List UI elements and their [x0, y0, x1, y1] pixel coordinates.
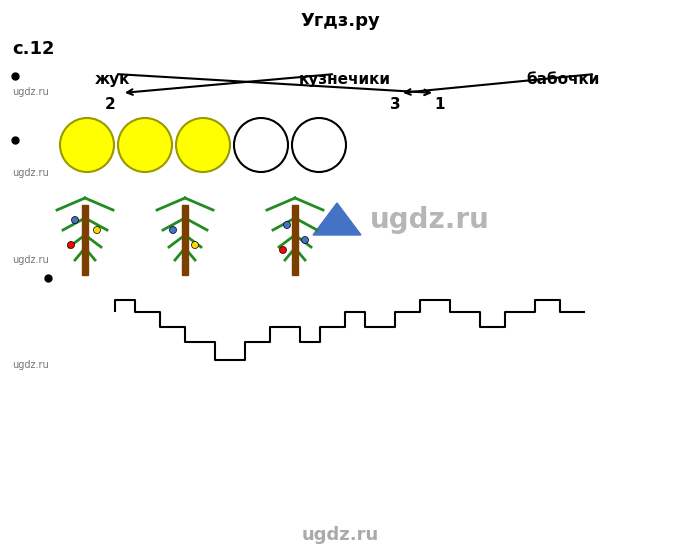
- Ellipse shape: [169, 226, 177, 234]
- Ellipse shape: [284, 222, 290, 228]
- Text: бабочки: бабочки: [526, 72, 600, 87]
- Text: ugdz.ru: ugdz.ru: [12, 255, 49, 265]
- Ellipse shape: [60, 118, 114, 172]
- Ellipse shape: [118, 118, 172, 172]
- Ellipse shape: [301, 236, 309, 244]
- Ellipse shape: [67, 241, 75, 249]
- Text: ugdz.ru: ugdz.ru: [12, 360, 49, 370]
- Text: 3: 3: [390, 97, 401, 112]
- Bar: [182, 205, 188, 275]
- Text: жук: жук: [95, 72, 131, 87]
- Ellipse shape: [94, 226, 101, 234]
- Ellipse shape: [279, 246, 286, 254]
- Text: 2: 2: [105, 97, 116, 112]
- Text: с.12: с.12: [12, 40, 54, 58]
- Text: ugdz.ru: ugdz.ru: [370, 206, 490, 234]
- Ellipse shape: [292, 118, 346, 172]
- Ellipse shape: [176, 118, 230, 172]
- Ellipse shape: [234, 118, 288, 172]
- Text: кузнечики: кузнечики: [299, 72, 391, 87]
- Ellipse shape: [71, 217, 78, 223]
- Text: ugdz.ru: ugdz.ru: [12, 87, 49, 97]
- Bar: [292, 205, 298, 275]
- Text: Угдз.ру: Угдз.ру: [300, 12, 380, 30]
- Text: ugdz.ru: ugdz.ru: [301, 526, 379, 544]
- Text: 1: 1: [435, 97, 445, 112]
- Ellipse shape: [192, 241, 199, 249]
- Bar: [82, 205, 88, 275]
- Text: ugdz.ru: ugdz.ru: [12, 168, 49, 178]
- Polygon shape: [313, 203, 361, 235]
